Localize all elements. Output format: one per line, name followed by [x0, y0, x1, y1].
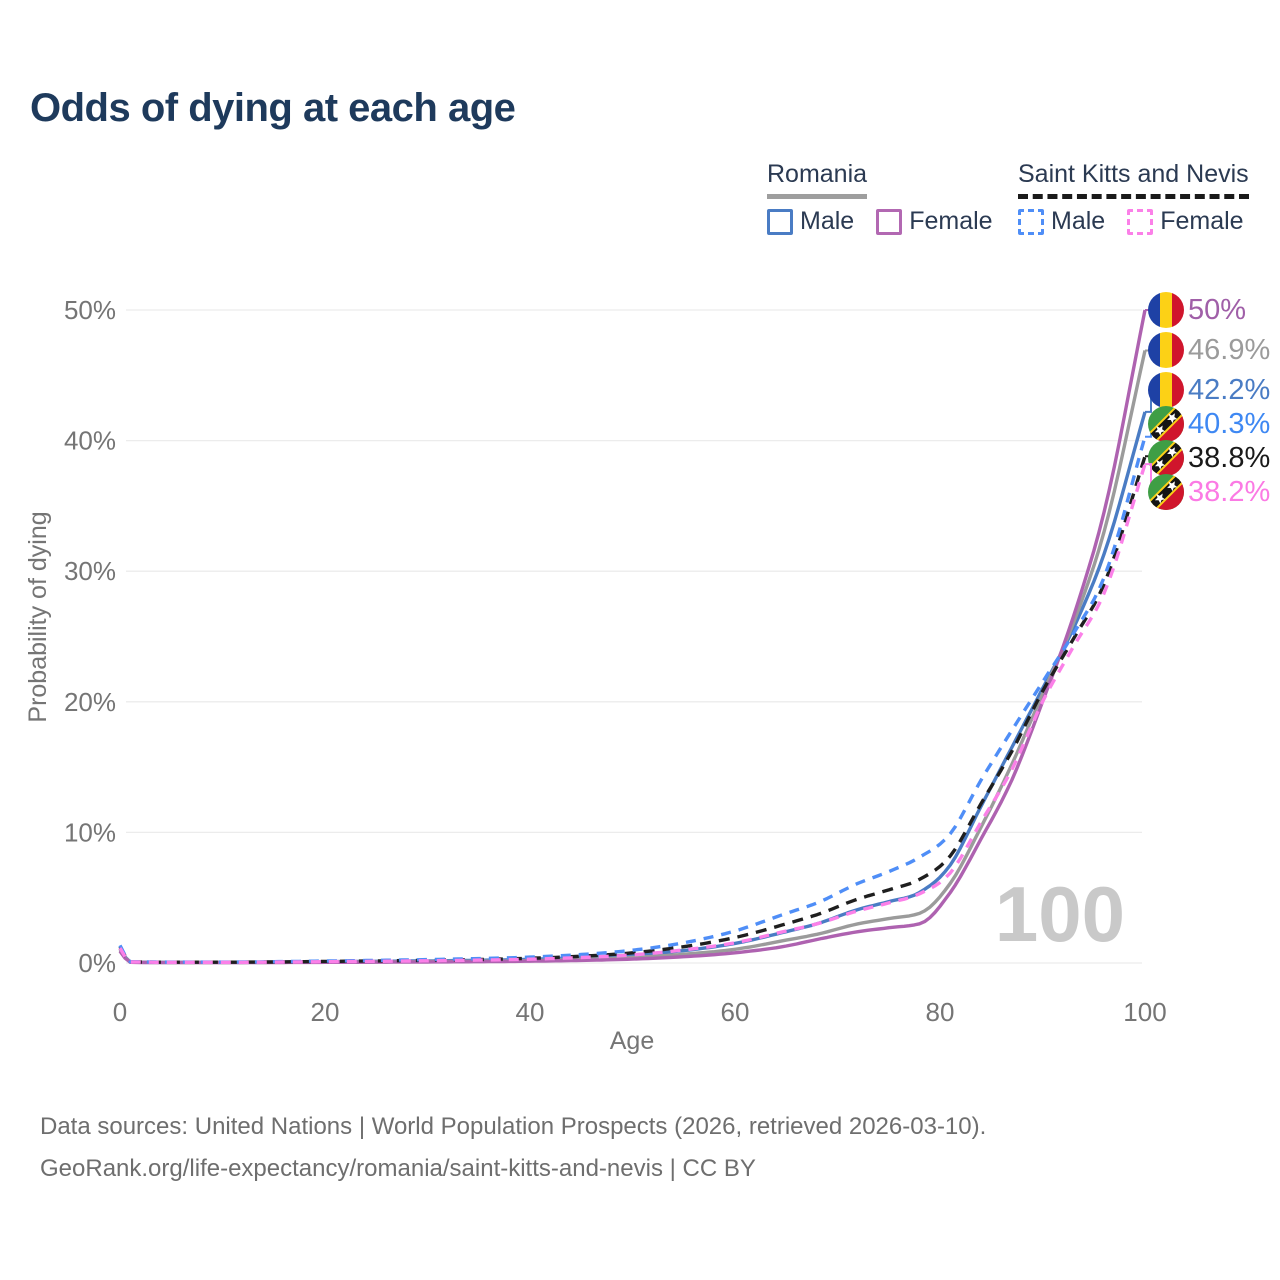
legend-label-saint-kitts-and-nevis-female: Female	[1160, 207, 1244, 235]
legend-swatch-romania-male	[767, 208, 793, 235]
series-end-label: 46.9%	[1188, 334, 1270, 366]
series-end-label: 42.2%	[1188, 374, 1270, 406]
page-title: Odds of dying at each age	[30, 86, 516, 130]
legend-item-saint-kitts-and-nevis-female[interactable]: Female	[1127, 207, 1244, 236]
footer: Data sources: United Nations | World Pop…	[40, 1106, 986, 1190]
series-line[interactable]	[118, 463, 1147, 964]
legend-label-romania-female: Female	[909, 207, 993, 235]
saint-kitts-and-nevis-flag-icon	[1148, 474, 1184, 510]
series-line[interactable]	[118, 436, 1147, 964]
x-axis-title: Age	[610, 1027, 654, 1055]
legend-country-romania: Romania	[767, 160, 868, 199]
y-tick-label: 0%	[78, 948, 116, 978]
legend-item-saint-kitts-and-nevis-male[interactable]: Male	[1018, 207, 1105, 236]
footer-data-sources: Data sources: United Nations | World Pop…	[40, 1113, 987, 1140]
x-tick-label: 40	[516, 997, 545, 1027]
x-tick-label: 100	[1123, 997, 1166, 1027]
y-tick-label: 10%	[64, 817, 116, 847]
legend-label-romania-male: Male	[800, 207, 855, 235]
romania-flag-icon	[1148, 372, 1184, 408]
x-tick-label: 0	[113, 997, 127, 1027]
series-line[interactable]	[118, 309, 1147, 965]
y-tick-label: 50%	[64, 295, 116, 325]
series-line[interactable]	[118, 455, 1147, 964]
legend-swatch-saint-kitts-and-nevis-male	[1018, 208, 1044, 235]
x-tick-label: 60	[721, 997, 750, 1027]
legend-group-saint-kitts-and-nevis: Saint Kitts and Nevis Male Female	[1018, 160, 1249, 236]
y-axis-title: Probability of dying	[24, 511, 52, 722]
x-tick-label: 80	[926, 997, 955, 1027]
legend-item-romania-male[interactable]: Male	[767, 207, 854, 236]
saint-kitts-and-nevis-flag-icon	[1148, 440, 1184, 476]
y-tick-label: 20%	[64, 687, 116, 717]
legend-swatch-saint-kitts-and-nevis-female	[1127, 208, 1154, 235]
series-line[interactable]	[118, 411, 1147, 964]
series-end-label: 40.3%	[1188, 408, 1270, 440]
romania-flag-icon	[1148, 332, 1184, 368]
y-tick-label: 40%	[64, 426, 116, 456]
footer-attribution-link[interactable]: GeoRank.org/life-expectancy/romania/sain…	[40, 1155, 756, 1182]
series-end-label: 38.2%	[1188, 476, 1270, 508]
legend-group-romania: Romania Male Female	[767, 160, 993, 236]
series-line[interactable]	[118, 350, 1147, 965]
series-end-label: 50%	[1188, 294, 1246, 326]
legend-country-saint-kitts-and-nevis: Saint Kitts and Nevis	[1018, 160, 1249, 199]
legend-swatch-romania-female	[876, 208, 903, 235]
y-tick-label: 30%	[64, 556, 116, 586]
legend-label-saint-kitts-and-nevis-male: Male	[1051, 207, 1106, 235]
romania-flag-icon	[1148, 292, 1184, 328]
x-tick-label: 20	[311, 997, 340, 1027]
legend-item-romania-female[interactable]: Female	[876, 207, 993, 236]
saint-kitts-and-nevis-flag-icon	[1148, 406, 1184, 442]
age-watermark: 100	[995, 870, 1125, 958]
series-end-label: 38.8%	[1188, 442, 1270, 474]
